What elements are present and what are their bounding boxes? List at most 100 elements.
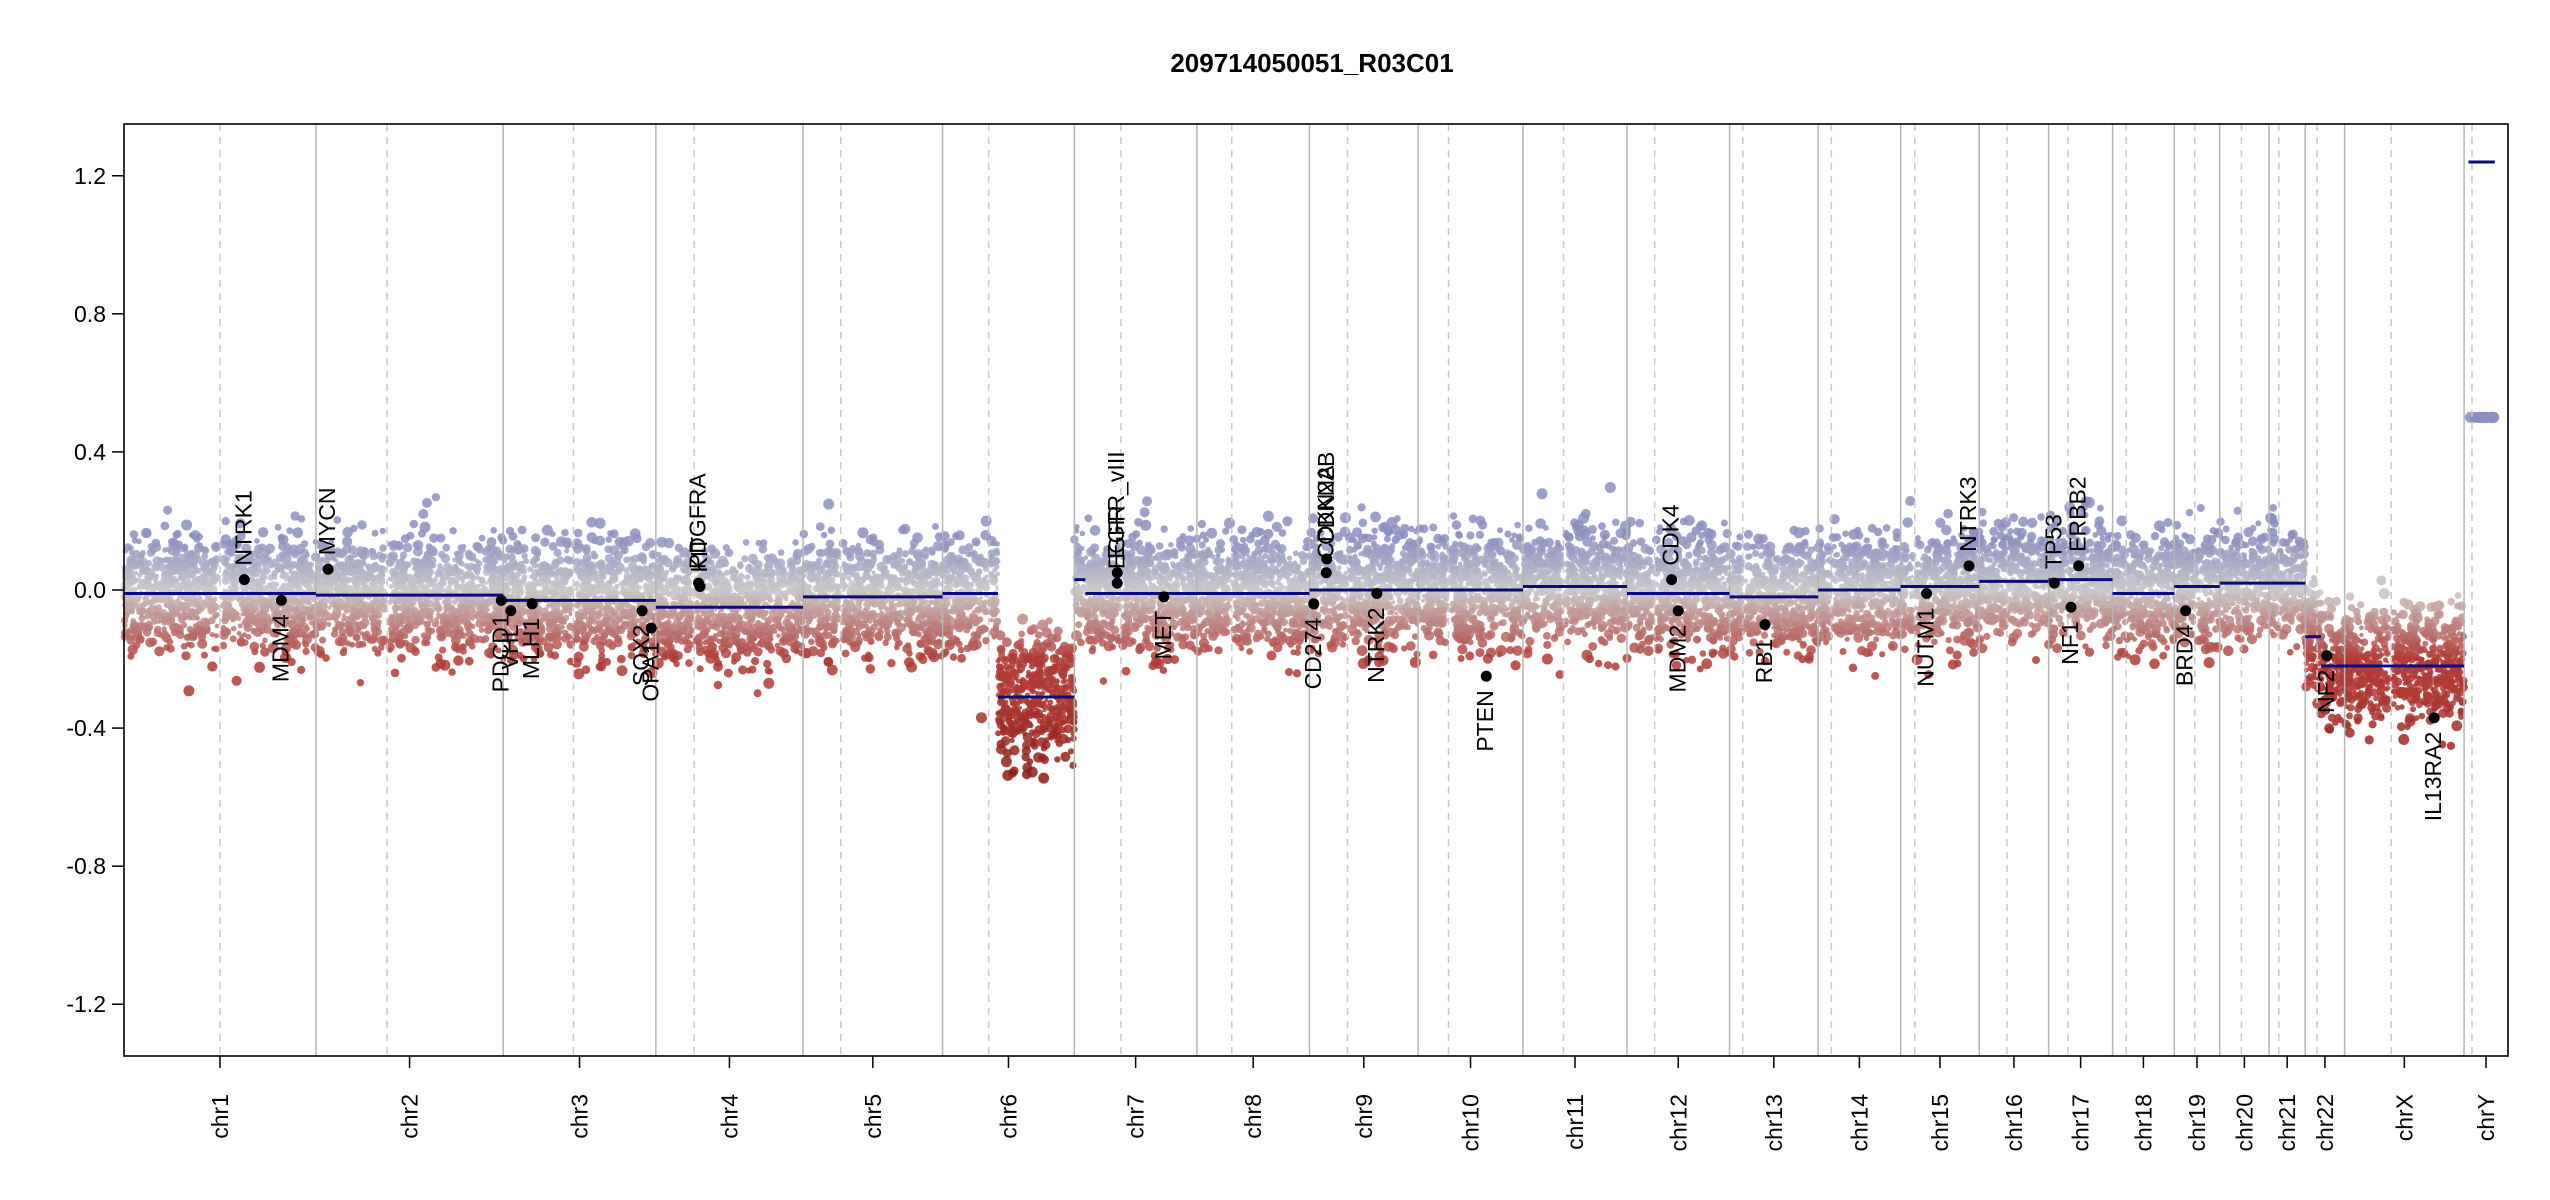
cn-point (596, 619, 604, 627)
cn-point (577, 568, 583, 574)
cn-point (196, 604, 203, 612)
cn-point (309, 574, 315, 580)
cn-point (584, 610, 589, 616)
cn-point (254, 538, 260, 544)
cn-point (417, 620, 423, 626)
cn-point (229, 635, 237, 643)
cn-point (476, 545, 484, 554)
cn-point (663, 613, 668, 619)
cn-point (623, 567, 630, 574)
cn-point (717, 570, 723, 576)
cn-point (258, 558, 264, 565)
cn-point (357, 599, 366, 608)
cn-point (574, 587, 579, 591)
cn-point (230, 625, 237, 632)
cn-point (181, 651, 191, 661)
cn-point (544, 632, 553, 641)
cn-point (268, 604, 273, 609)
cn-point (608, 545, 620, 556)
cn-point (280, 618, 289, 627)
cn-point (648, 581, 655, 588)
cn-point (152, 604, 158, 611)
cn-point (338, 633, 348, 643)
cn-point (351, 579, 360, 587)
cn-point (549, 590, 557, 597)
cn-point (302, 647, 310, 656)
cn-point (131, 586, 138, 594)
cn-point (683, 627, 688, 632)
cn-point (741, 555, 749, 563)
cn-point (563, 607, 568, 611)
cn-point (750, 616, 754, 620)
cn-point (348, 597, 356, 605)
cn-point (173, 598, 182, 607)
cn-point (172, 564, 179, 571)
cn-point (820, 531, 828, 539)
cn-point (756, 620, 761, 624)
cn-point (547, 650, 555, 659)
cn-point (186, 582, 191, 586)
cn-point (733, 581, 742, 591)
cn-point (250, 550, 258, 558)
cn-point (369, 573, 375, 578)
cn-point (457, 575, 463, 581)
cn-point (160, 521, 170, 531)
cn-point (482, 621, 487, 627)
cn-point (178, 612, 188, 621)
cn-point (212, 542, 221, 550)
cn-point (714, 608, 718, 612)
cn-point (326, 621, 332, 627)
cn-point (285, 554, 292, 562)
cn-point (396, 618, 402, 624)
cn-point (166, 644, 175, 653)
cn-point (145, 573, 154, 582)
cn-point (663, 537, 675, 549)
cn-point (286, 527, 294, 535)
cn-point (418, 529, 426, 538)
cn-point (768, 563, 774, 569)
cn-point (425, 621, 432, 628)
cn-point (283, 578, 288, 582)
cn-point (596, 661, 607, 672)
cn-point (620, 548, 627, 555)
cn-point (420, 615, 426, 621)
cn-point (508, 572, 516, 580)
cn-point (405, 600, 410, 606)
cn-point (777, 549, 785, 556)
cn-point (257, 626, 266, 635)
cn-point (505, 582, 509, 587)
cn-point (414, 613, 421, 620)
cn-point (466, 622, 471, 628)
cn-point (544, 611, 549, 616)
cn-point (678, 612, 685, 619)
cn-point (720, 609, 724, 613)
cn-point (341, 605, 346, 610)
cn-point (260, 602, 269, 610)
cn-point (391, 590, 395, 594)
cn-point (261, 617, 268, 624)
cn-point (775, 599, 780, 605)
cn-point (209, 632, 215, 638)
cn-point (312, 622, 322, 632)
cn-point (518, 605, 522, 609)
cn-point (320, 556, 325, 562)
cn-point (745, 582, 752, 589)
cn-point (231, 536, 242, 547)
cn-point (663, 569, 670, 575)
cn-point (460, 583, 465, 588)
cn-point (741, 582, 747, 588)
cn-point (140, 601, 147, 608)
cn-point (196, 542, 203, 549)
cn-point (786, 589, 792, 595)
cn-point (713, 598, 720, 605)
cn-point (197, 628, 207, 638)
cn-point (201, 561, 210, 569)
cn-point (379, 527, 386, 535)
cn-point (545, 621, 550, 627)
cn-point (387, 576, 393, 582)
cn-point (292, 527, 304, 539)
cn-point (243, 567, 251, 575)
cn-point (411, 635, 420, 645)
cn-point (154, 646, 165, 657)
